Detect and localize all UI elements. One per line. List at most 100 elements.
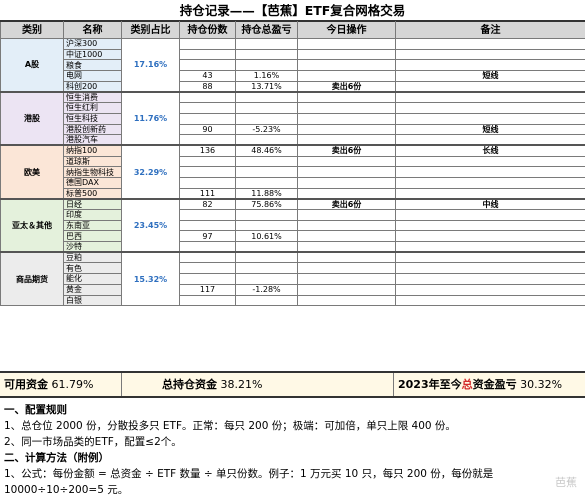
shares-cell (179, 273, 236, 285)
note-cell (395, 166, 585, 178)
today-op-cell (297, 176, 396, 189)
etf-name-cell: 港股汽车 (63, 134, 122, 146)
pnl-cell (235, 155, 298, 168)
table-row: 港股 恒生消费 11.76% (0, 90, 585, 146)
today-op-cell (297, 262, 396, 275)
note-cell: 长线 (395, 144, 585, 157)
table-row: 能化 (1, 273, 585, 285)
etf-name-cell: 能化 (63, 273, 122, 285)
total-profit-label-b: 资金盈亏 (472, 378, 517, 391)
category-cell: A股 (0, 37, 64, 93)
shares-cell (179, 294, 236, 307)
table-row: 恒生红利 (1, 102, 585, 114)
shares-cell: 43 (179, 70, 236, 82)
shares-cell: 82 (179, 197, 236, 210)
total-profit-label-a: 2023年至今 (398, 378, 462, 391)
available-cash-value: 61.79% (51, 378, 94, 391)
note-cell (395, 59, 585, 72)
etf-name-cell: 纳指生物科技 (63, 166, 122, 178)
shares-cell (179, 155, 236, 168)
today-op-cell (297, 209, 396, 221)
etf-name-cell: 科创200 (63, 80, 122, 93)
holdings-table: 类别 名称 类别占比 持仓份数 持仓总盈亏 今日操作 备注 A股 沪深300 17.… (0, 21, 585, 307)
note-cell (395, 48, 585, 61)
note-cell (395, 134, 585, 146)
today-op-cell: 卖出6份 (297, 144, 396, 157)
today-op-cell (297, 102, 396, 114)
today-op-cell (297, 219, 396, 232)
shares-cell (179, 102, 236, 114)
header-category: 类别 (0, 21, 64, 39)
shares-cell (179, 219, 236, 232)
pnl-cell (235, 176, 298, 189)
pnl-cell (235, 48, 298, 61)
rules-heading: 一、配置规则 (4, 404, 67, 416)
table-row: 印度 (1, 209, 585, 221)
total-position: 总持仓资金 38.21% (162, 373, 262, 396)
shares-cell: 117 (179, 283, 236, 296)
etf-name-cell: 印度 (63, 209, 122, 221)
note-cell (395, 209, 585, 221)
table-row: 港股创新药 90 -5.23% 短线 (1, 123, 585, 136)
etf-name-cell: 纳指100 (63, 144, 122, 157)
note-cell (395, 241, 585, 253)
etf-name-cell: 道琼斯 (63, 155, 122, 168)
pnl-cell (235, 294, 298, 307)
pnl-cell: -1.28% (235, 283, 298, 296)
etf-name-cell: 巴西 (63, 230, 122, 243)
note-cell (395, 112, 585, 125)
available-cash: 可用资金 61.79% (4, 373, 93, 396)
today-op-cell (297, 112, 396, 125)
note-cell: 短线 (395, 70, 585, 82)
pnl-cell: -5.23% (235, 123, 298, 136)
etf-name-cell: 德国DAX (63, 176, 122, 189)
category-ratio-cell: 23.45% (121, 197, 180, 253)
etf-name-cell: 沙特 (63, 241, 122, 253)
category-cell: 欧美 (0, 144, 64, 200)
note-cell (395, 187, 585, 200)
shares-cell (179, 48, 236, 61)
note-cell (395, 102, 585, 114)
shares-cell (179, 134, 236, 146)
pnl-cell: 11.88% (235, 187, 298, 200)
pnl-cell (235, 166, 298, 178)
note-cell (395, 273, 585, 285)
today-op-cell: 卖出6份 (297, 197, 396, 210)
table-row: 有色 (1, 262, 585, 275)
method-line-1: 1、公式：每份金额 = 总资金 ÷ ETF 数量 ÷ 单只份数。例子：1 万元买… (4, 468, 494, 480)
pnl-cell: 1.16% (235, 70, 298, 82)
available-cash-label: 可用资金 (4, 378, 48, 391)
page-title: 持仓记录——【芭蕉】ETF复合网格交易 (0, 0, 585, 21)
pnl-cell (235, 38, 298, 50)
category-cell: 商品期货 (0, 251, 64, 307)
etf-name-cell: 白银 (63, 294, 122, 307)
note-cell (395, 80, 585, 93)
shares-cell: 88 (179, 80, 236, 93)
summary-divider (121, 373, 122, 396)
total-profit: 2023年至今总资金盈亏 30.32% (398, 373, 562, 396)
table-row: 电网 43 1.16% 短线 (1, 70, 585, 82)
pnl-cell (235, 112, 298, 125)
method-heading: 二、计算方法（附例） (4, 452, 109, 464)
shares-cell (179, 209, 236, 221)
note-cell (395, 219, 585, 232)
shares-cell (179, 262, 236, 275)
note-cell (395, 155, 585, 168)
header-name: 名称 (63, 21, 122, 39)
note-cell (395, 283, 585, 296)
pnl-cell (235, 241, 298, 253)
etf-name-cell: 恒生科技 (63, 112, 122, 125)
today-op-cell (297, 283, 396, 296)
table-row: 科创200 88 13.71% 卖出6份 (1, 80, 585, 93)
shares-cell (179, 241, 236, 253)
today-op-cell (297, 251, 396, 264)
etf-name-cell: 标普500 (63, 187, 122, 200)
etf-name-cell: 恒生红利 (63, 102, 122, 114)
table-row: 沙特 (1, 241, 585, 253)
shares-cell: 136 (179, 144, 236, 157)
table-row: 恒生科技 (1, 112, 585, 125)
table-row: 亚太＆其他 日经 23.45% 82 75.86% 卖出6份 中线 (0, 197, 585, 253)
table-row: 白银 (1, 294, 585, 307)
table-row: 商品期货 豆粕 15.32% (0, 251, 585, 307)
table-row: 东南亚 (1, 219, 585, 232)
